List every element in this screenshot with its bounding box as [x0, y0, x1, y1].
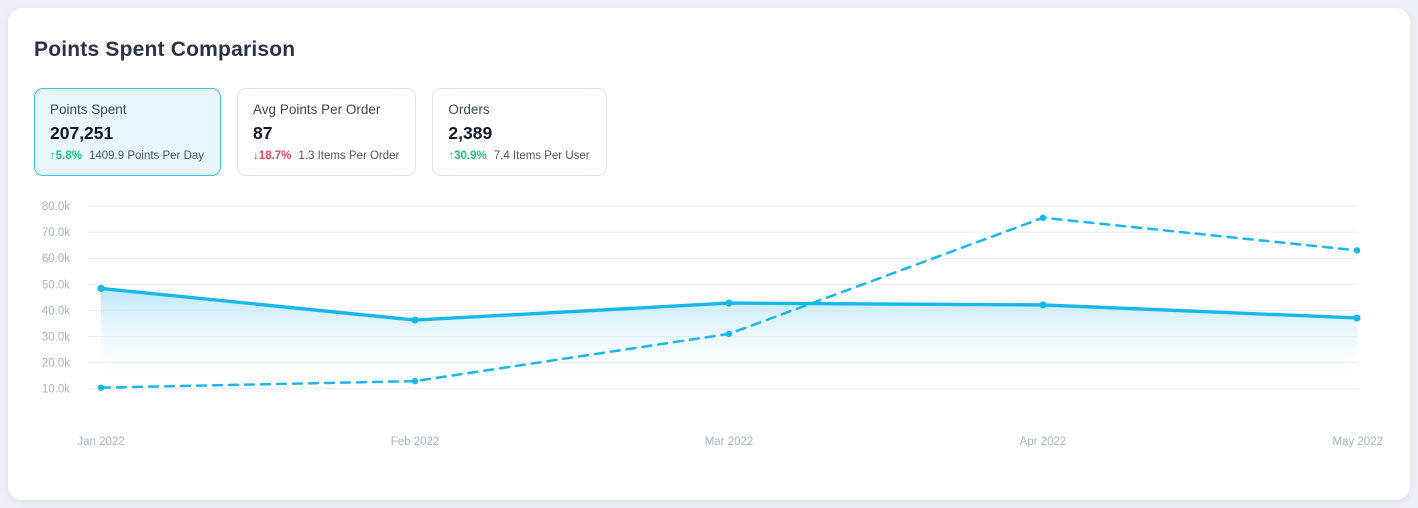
data-point-marker — [1039, 214, 1047, 221]
stat-delta-row: ↑5.8% 1409.9 Points Per Day — [50, 150, 204, 162]
metric-selector-row: Points Spent 207,251 ↑5.8% 1409.9 Points Pe… — [34, 88, 607, 176]
stat-card-avg-points-per-order[interactable]: Avg Points Per Order 87 ↓18.7% 1.3 Items Pe… — [237, 88, 417, 176]
stat-value: 87 — [253, 123, 273, 143]
data-point-marker — [411, 377, 419, 385]
stat-label: Orders — [448, 102, 490, 117]
x-axis-tick-label: Mar 2022 — [705, 436, 754, 448]
data-point-marker — [411, 316, 419, 324]
series-area-fill — [101, 288, 1357, 389]
comparison-line-chart: 10.0k 20.0k 30.0k 40.0k 50.0k 60.0k 70.0k 80.0k… — [34, 195, 1384, 465]
trend-down-arrow-icon: ↓18.7% — [253, 150, 292, 162]
y-axis-tick-label: 30.0k — [42, 332, 70, 344]
trend-up-arrow-icon: ↑5.8% — [50, 150, 82, 162]
trend-up-arrow-icon: ↑30.9% — [448, 150, 487, 162]
y-axis-tick-label: 10.0k — [42, 384, 70, 396]
data-point-marker — [97, 384, 105, 391]
x-axis-tick-label: Apr 2022 — [1020, 436, 1067, 448]
line-chart-svg: 10.0k 20.0k 30.0k 40.0k 50.0k 60.0k 70.0k 80.0k… — [42, 201, 1383, 448]
stat-sublabel: 1.3 Items Per Order — [298, 150, 400, 162]
stat-card-points-spent[interactable]: Points Spent 207,251 ↑5.8% 1409.9 Points Pe… — [34, 88, 222, 176]
y-axis-tick-label: 20.0k — [42, 358, 70, 370]
data-point-marker — [97, 284, 105, 293]
x-axis-tick-label: Jan 2022 — [77, 436, 124, 448]
x-axis-tick-label: May 2022 — [1332, 436, 1383, 448]
stat-sublabel: 1409.9 Points Per Day — [88, 150, 205, 162]
stat-label: Points Spent — [50, 102, 127, 117]
y-axis-tick-label: 50.0k — [42, 279, 70, 291]
y-axis-tick-label: 70.0k — [42, 227, 70, 239]
data-point-marker — [1353, 314, 1361, 322]
y-axis-tick-label: 60.0k — [42, 253, 70, 265]
stat-card-orders[interactable]: Orders 2,389 ↑30.9% 7.4 Items Per User — [432, 88, 607, 176]
x-axis-tick-label: Feb 2022 — [391, 436, 440, 448]
data-point-marker — [1353, 247, 1361, 254]
stat-delta-row: ↑30.9% 7.4 Items Per User — [448, 150, 589, 162]
data-point-marker — [725, 299, 733, 307]
stat-delta-row: ↓18.7% 1.3 Items Per Order — [253, 150, 399, 162]
panel-title: Points Spent Comparison — [34, 38, 296, 61]
y-axis-tick-label: 40.0k — [42, 305, 70, 317]
stat-value: 2,389 — [448, 123, 493, 143]
stat-label: Avg Points Per Order — [253, 102, 381, 117]
points-spent-comparison-panel: Points Spent Comparison Points Spent 207,… — [8, 8, 1410, 500]
data-point-marker — [725, 330, 733, 338]
y-axis-tick-label: 80.0k — [42, 201, 70, 213]
stat-value: 207,251 — [50, 123, 114, 143]
data-point-marker — [1039, 301, 1047, 309]
stat-sublabel: 7.4 Items Per User — [493, 150, 590, 162]
